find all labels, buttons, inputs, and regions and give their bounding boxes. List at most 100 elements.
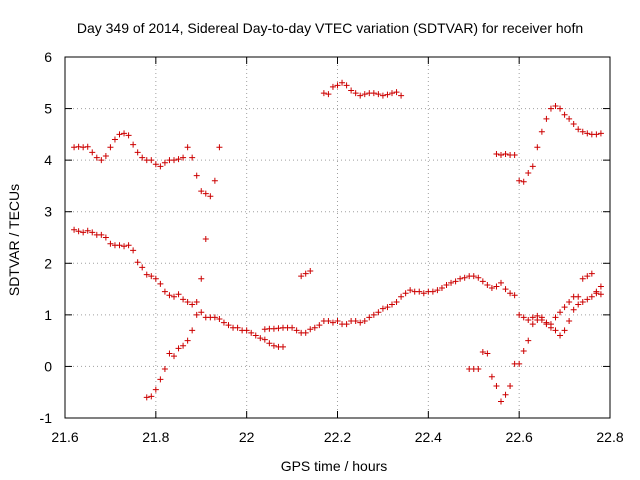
x-tick-label: 22	[239, 429, 255, 445]
data-point-upper	[334, 82, 341, 89]
data-point-scattered	[502, 391, 509, 398]
plot-frame	[64, 56, 611, 419]
data-point-lower	[329, 319, 336, 326]
data-point-lower	[75, 228, 82, 235]
data-point-lower	[216, 315, 223, 322]
data-point-scattered	[298, 273, 305, 280]
data-point-scattered	[302, 270, 309, 277]
data-point-upper	[343, 82, 350, 89]
data-point-upper	[189, 154, 196, 161]
data-point-lower	[438, 285, 445, 292]
data-point-upper	[543, 115, 550, 122]
data-point-scattered	[148, 393, 155, 400]
data-point-lower	[211, 314, 218, 321]
data-point-upper	[570, 121, 577, 128]
data-point-scattered	[538, 314, 545, 321]
data-point-lower	[502, 286, 509, 293]
data-point-upper	[139, 154, 146, 161]
data-point-lower	[493, 283, 500, 290]
data-point-lower	[125, 242, 132, 249]
data-point-upper	[207, 193, 214, 200]
data-point-upper	[557, 105, 564, 112]
data-point-lower	[375, 309, 382, 316]
data-point-scattered	[520, 347, 527, 354]
data-point-lower	[198, 309, 205, 316]
data-point-lower	[275, 325, 282, 332]
data-point-lower	[366, 314, 373, 321]
data-point-lower	[470, 273, 477, 280]
data-point-scattered	[475, 366, 482, 373]
data-point-upper	[84, 143, 91, 150]
data-point-upper	[148, 157, 155, 164]
data-point-upper	[511, 151, 518, 158]
y-tick-label: 5	[44, 101, 52, 117]
data-point-lower	[434, 287, 441, 294]
data-point-lower	[261, 326, 268, 333]
data-point-upper	[375, 91, 382, 98]
data-point-upper	[198, 188, 205, 195]
data-point-lower	[248, 329, 255, 336]
data-point-lower	[361, 318, 368, 325]
data-point-lower	[498, 279, 504, 286]
y-tick-label: 1	[44, 307, 52, 323]
data-point-lower	[389, 301, 395, 308]
data-point-lower	[393, 298, 400, 305]
data-point-lower	[98, 231, 105, 238]
data-point-lower	[357, 319, 364, 326]
data-point-upper	[161, 159, 168, 166]
data-point-upper	[134, 149, 141, 156]
data-point-lower	[484, 281, 491, 288]
data-point-lower	[121, 243, 128, 250]
data-point-upper	[493, 150, 500, 157]
data-point-lower	[570, 306, 577, 313]
data-point-lower	[325, 318, 332, 325]
data-point-upper	[520, 178, 527, 185]
data-point-lower	[457, 275, 464, 282]
data-point-scattered	[534, 317, 541, 324]
data-point-lower	[180, 296, 187, 303]
data-point-upper	[597, 130, 604, 137]
data-point-upper	[393, 89, 400, 96]
data-point-scattered	[193, 311, 200, 318]
y-axis-label: SDTVAR / TECUs	[6, 184, 22, 296]
data-point-lower	[270, 325, 277, 332]
data-point-lower	[402, 290, 409, 297]
data-point-upper	[320, 90, 327, 97]
data-point-scattered	[593, 290, 600, 297]
data-point-upper	[389, 90, 395, 97]
data-point-scattered	[143, 394, 150, 401]
data-point-upper	[339, 79, 346, 86]
data-point-lower	[293, 327, 300, 334]
data-point-lower	[171, 293, 177, 300]
data-point-scattered	[575, 293, 582, 300]
axis-ticks: 21.6 21.8 22 22.2 22.4 22.6 22.8 -1 0 1 2 3 4 5 6	[40, 49, 624, 445]
data-point-upper	[379, 92, 386, 99]
data-point-lower	[561, 327, 568, 334]
data-point-upper	[538, 128, 545, 135]
data-point-upper	[184, 144, 191, 151]
data-point-lower	[507, 290, 514, 297]
data-point-scattered	[516, 360, 523, 367]
y-tick-label: -1	[40, 410, 53, 426]
data-point-upper	[111, 136, 118, 143]
data-point-scattered	[552, 314, 559, 321]
data-point-lower	[520, 314, 527, 321]
data-point-upper	[384, 91, 391, 98]
data-point-lower	[71, 226, 78, 233]
y-tick-label: 4	[44, 152, 52, 168]
data-point-upper	[584, 130, 591, 137]
data-point-upper	[121, 130, 128, 137]
data-point-scattered	[597, 291, 604, 298]
data-point-upper	[502, 150, 509, 157]
data-point-lower	[588, 293, 595, 300]
x-tick-label: 22.8	[596, 429, 623, 445]
data-point-upper	[398, 92, 405, 99]
data-point-lower	[416, 288, 423, 295]
data-point-upper	[593, 131, 600, 138]
data-point-lower	[89, 229, 96, 236]
data-point-lower	[429, 288, 436, 295]
data-point-lower	[157, 280, 164, 287]
data-point-upper	[516, 177, 523, 184]
data-point-lower	[152, 275, 159, 282]
data-point-upper	[152, 161, 159, 168]
